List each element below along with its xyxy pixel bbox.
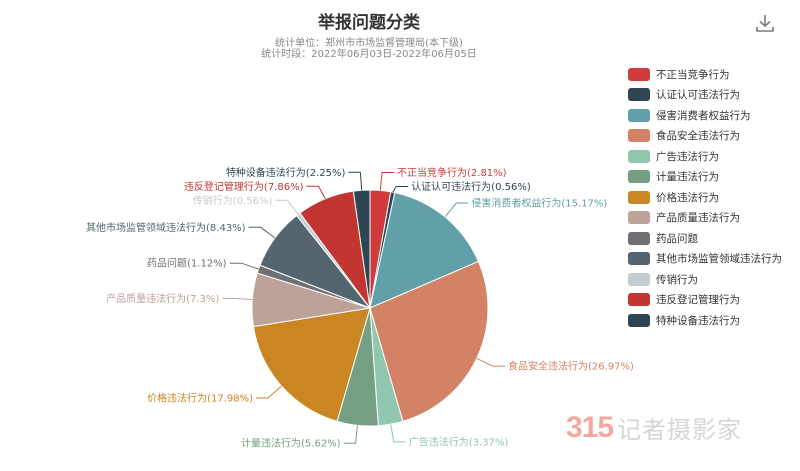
legend-item-11[interactable]: 违反登记管理行为	[628, 290, 782, 311]
legend-label: 认证认可违法行为	[656, 89, 740, 102]
leader-line-7	[222, 297, 253, 301]
watermark-text: 记者摄影家	[617, 416, 743, 444]
legend-label: 传销行为	[656, 273, 698, 286]
legend-item-12[interactable]: 特种设备违法行为	[628, 310, 782, 331]
legend-swatch	[628, 231, 650, 245]
legend-item-5[interactable]: 计量违法行为	[628, 167, 782, 188]
data-label-7: 产品质量违法行为(7.3%)	[106, 292, 219, 305]
legend-label: 特种设备违法行为	[656, 314, 740, 327]
leader-line-4	[390, 424, 406, 443]
legend-label: 价格违法行为	[656, 191, 719, 204]
data-label-9: 其他市场监管领域违法行为(8.43%)	[86, 221, 246, 234]
legend-item-4[interactable]: 广告违法行为	[628, 146, 782, 167]
legend-label: 侵害消费者权益行为	[656, 109, 751, 122]
data-label-11: 违反登记管理行为(7.86%)	[184, 180, 304, 193]
legend-label: 广告违法行为	[656, 150, 719, 163]
leader-line-5	[343, 425, 358, 444]
legend-item-7[interactable]: 产品质量违法行为	[628, 208, 782, 229]
legend-item-2[interactable]: 侵害消费者权益行为	[628, 105, 782, 126]
leader-line-3	[476, 357, 505, 367]
chart-legend: 不正当竞争行为 认证认可违法行为 侵害消费者权益行为 食品安全违法行为 广告违法行为 计量…	[628, 64, 782, 331]
legend-swatch	[628, 129, 650, 143]
data-label-4: 广告违法行为(3.37%)	[409, 435, 509, 448]
leader-line-8	[229, 262, 259, 270]
legend-swatch	[628, 88, 650, 102]
legend-label: 不正当竞争行为	[656, 68, 730, 81]
data-label-8: 药品问题(1.12%)	[147, 257, 227, 270]
legend-swatch	[628, 313, 650, 327]
data-label-1: 认证认可违法行为(0.56%)	[411, 180, 531, 193]
legend-item-3[interactable]: 食品安全违法行为	[628, 126, 782, 147]
pie-slices	[251, 189, 489, 427]
data-label-6: 价格违法行为(17.98%)	[147, 392, 253, 405]
legend-swatch	[628, 170, 650, 184]
legend-swatch	[628, 108, 650, 122]
legend-item-9[interactable]: 其他市场监管领域违法行为	[628, 249, 782, 270]
legend-swatch	[628, 272, 650, 286]
chart-title: 举报问题分类	[318, 13, 420, 33]
leader-line-0	[379, 172, 394, 191]
pie-slice-6[interactable]	[252, 307, 371, 422]
leader-line-1	[392, 186, 409, 193]
legend-label: 药品问题	[656, 232, 698, 245]
leader-line-11	[306, 185, 326, 200]
pie-leader-lines	[222, 171, 505, 444]
download-icon[interactable]	[754, 12, 776, 34]
data-label-2: 侵害消费者权益行为(15.17%)	[471, 197, 607, 210]
leader-line-2	[444, 202, 469, 218]
legend-item-8[interactable]: 药品问题	[628, 228, 782, 249]
chart-subtitle-period: 统计时段：2022年06月03日-2022年06月05日	[261, 49, 477, 60]
legend-swatch	[628, 252, 650, 266]
leader-line-12	[348, 171, 363, 191]
chart-subtitle-unit: 统计单位：郑州市市场监督管理局(本下级)	[275, 38, 463, 49]
legend-label: 其他市场监管领域违法行为	[656, 253, 782, 266]
leader-line-9	[248, 226, 276, 239]
legend-swatch	[628, 67, 650, 81]
legend-item-6[interactable]: 价格违法行为	[628, 187, 782, 208]
leader-line-10	[275, 199, 299, 215]
legend-label: 违反登记管理行为	[656, 294, 740, 307]
legend-item-1[interactable]: 认证认可违法行为	[628, 85, 782, 106]
legend-label: 食品安全违法行为	[656, 130, 740, 143]
data-label-3: 食品安全违法行为(26.97%)	[508, 360, 634, 373]
watermark: 315 记者摄影家	[566, 410, 742, 445]
pie-slice-3[interactable]	[369, 260, 489, 422]
data-label-12: 特种设备违法行为(2.25%)	[226, 166, 346, 179]
legend-swatch	[628, 190, 650, 204]
leader-line-6	[256, 385, 282, 399]
watermark-number: 315	[566, 410, 614, 444]
pie-labels: 不正当竞争行为(2.81%)认证认可违法行为(0.56%) 侵害消费者权益行为(1…	[86, 166, 634, 450]
data-label-10: 传销行为(0.56%)	[193, 194, 273, 207]
pie-slice-2[interactable]	[369, 192, 480, 309]
legend-label: 计量违法行为	[656, 171, 719, 184]
legend-swatch	[628, 293, 650, 307]
legend-label: 产品质量违法行为	[656, 212, 740, 225]
legend-swatch	[628, 149, 650, 163]
data-label-5: 计量违法行为(5.62%)	[241, 437, 341, 450]
data-label-0: 不正当竞争行为(2.81%)	[397, 166, 507, 179]
legend-swatch	[628, 211, 650, 225]
legend-item-10[interactable]: 传销行为	[628, 269, 782, 290]
legend-item-0[interactable]: 不正当竞争行为	[628, 64, 782, 85]
